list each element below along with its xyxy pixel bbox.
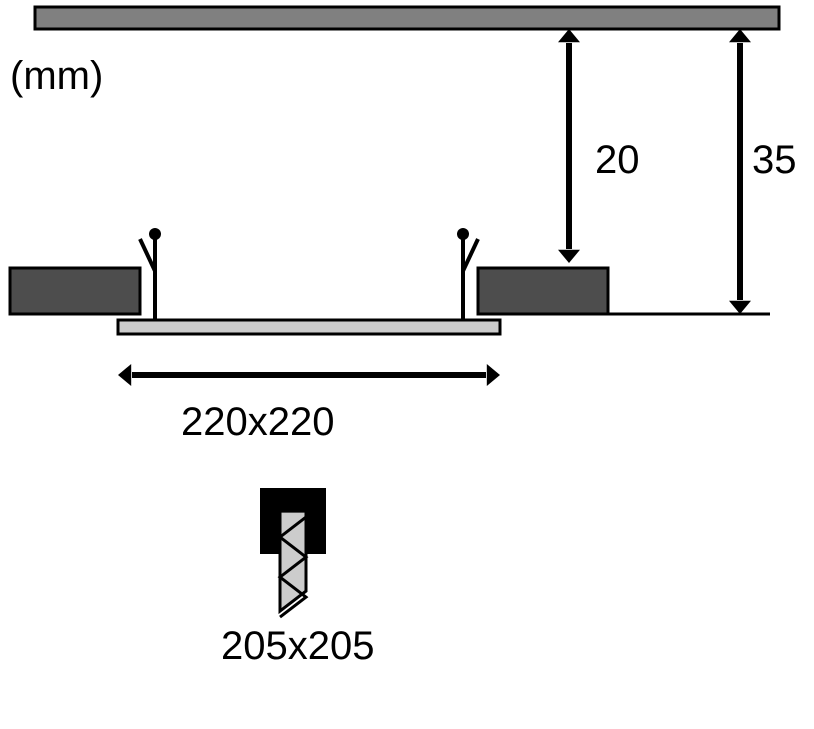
depth-clearance-value: 20: [595, 138, 640, 183]
cutout-size-value: 205x205: [221, 624, 374, 669]
diagram-svg: [0, 0, 814, 729]
unit-label: (mm): [10, 54, 103, 99]
panel-size-value: 220x220: [181, 400, 334, 445]
installation-diagram: (mm) 20 35 220x220 205x205: [0, 0, 814, 729]
total-depth-value: 35: [752, 138, 797, 183]
